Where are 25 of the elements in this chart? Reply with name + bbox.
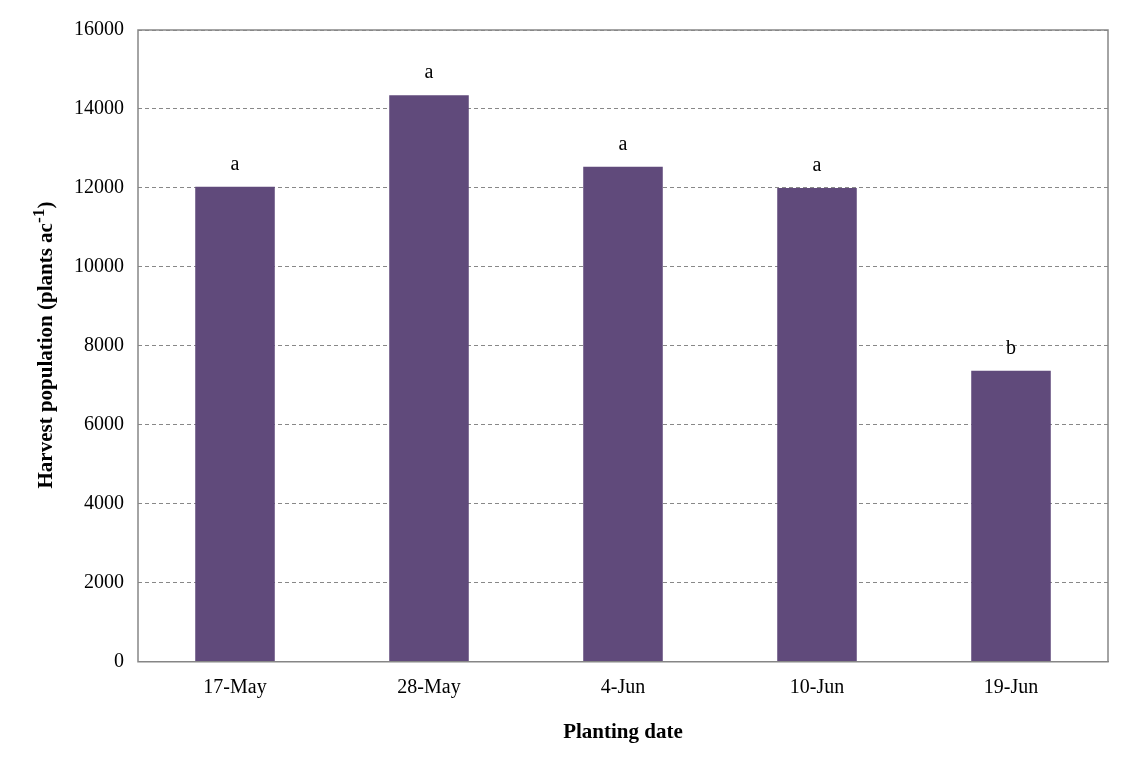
x-tick-label: 17-May bbox=[203, 675, 267, 699]
annotation: b bbox=[1006, 336, 1016, 359]
x-tick-label: 10-Jun bbox=[789, 675, 845, 698]
y-tick-label: 6000 bbox=[84, 412, 124, 435]
x-tick-label: 4-Jun bbox=[600, 675, 646, 698]
annotation: a bbox=[618, 131, 628, 154]
y-tick-label: 2000 bbox=[84, 570, 124, 593]
annotation: a bbox=[230, 152, 240, 175]
y-tick-label: 14000 bbox=[74, 96, 124, 119]
bar bbox=[777, 187, 857, 662]
bar bbox=[389, 95, 469, 662]
y-tick-label: 0 bbox=[114, 649, 124, 672]
y-tick-label: 16000 bbox=[74, 17, 124, 40]
x-axis-title: Planting date bbox=[563, 718, 683, 743]
bar bbox=[195, 186, 275, 662]
y-tick-label: 8000 bbox=[84, 333, 124, 356]
bar bbox=[971, 370, 1051, 662]
y-tick-label: 12000 bbox=[74, 175, 124, 198]
y-tick-label: 10000 bbox=[74, 254, 124, 277]
y-tick-label: 4000 bbox=[84, 491, 124, 514]
x-tick-label: 28-May bbox=[397, 675, 461, 699]
bar bbox=[583, 166, 663, 662]
annotation: a bbox=[812, 153, 822, 176]
x-tick-label: 19-Jun bbox=[983, 675, 1039, 698]
annotation: a bbox=[424, 60, 434, 83]
